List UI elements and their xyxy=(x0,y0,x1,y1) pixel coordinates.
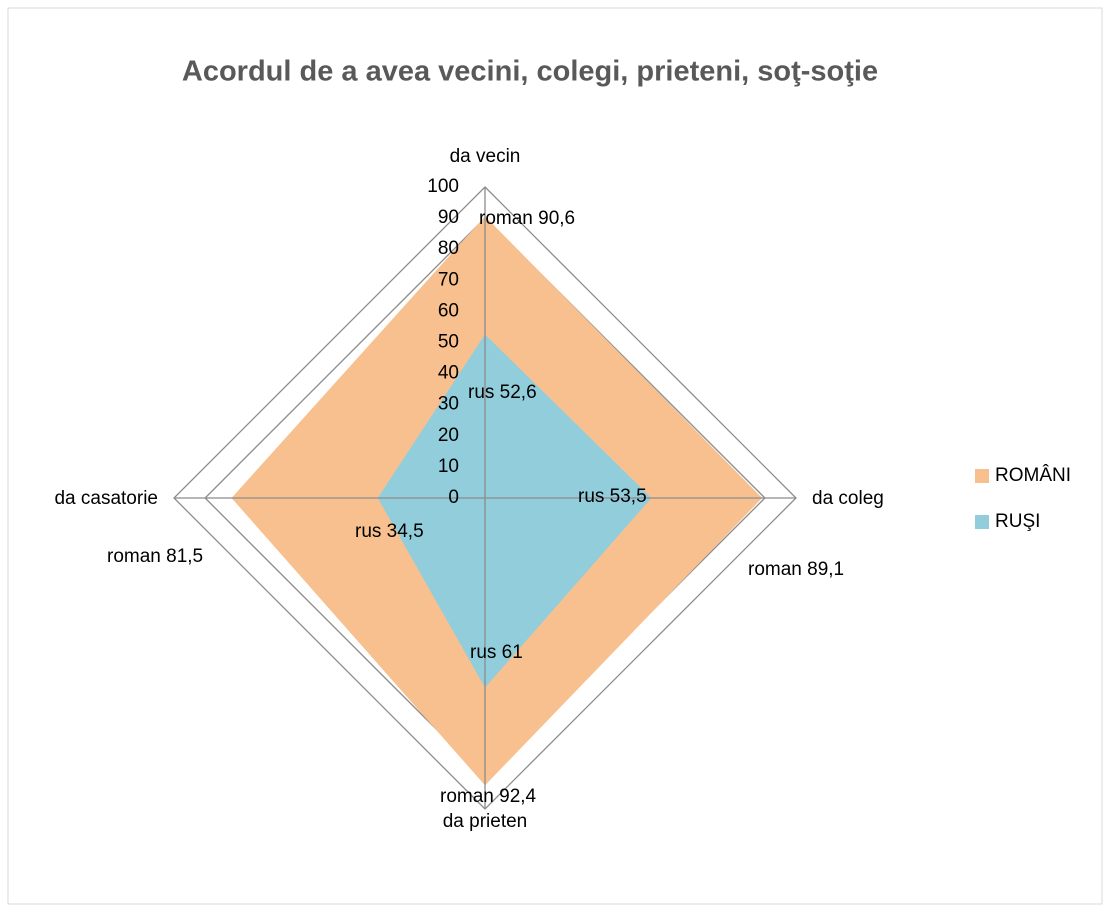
chart-title: Acordul de a avea vecini, colegi, priete… xyxy=(182,56,878,88)
data-label: rus 52,6 xyxy=(468,382,537,403)
y-tick-label: 50 xyxy=(438,332,459,353)
category-label: da coleg xyxy=(812,488,884,509)
y-tick-label: 20 xyxy=(438,425,459,446)
data-label: rus 61 xyxy=(470,642,523,663)
y-tick-label: 70 xyxy=(438,269,459,290)
legend-swatch xyxy=(975,515,989,529)
y-tick-label: 0 xyxy=(448,487,459,508)
data-label: rus 53,5 xyxy=(578,486,647,507)
y-tick-label: 40 xyxy=(438,363,459,384)
data-label: roman 81,5 xyxy=(107,546,203,567)
data-label: roman 89,1 xyxy=(748,559,844,580)
category-label: da casatorie xyxy=(54,488,158,509)
y-tick-label: 80 xyxy=(438,238,459,259)
category-label: da vecin xyxy=(450,146,521,167)
legend-label: RUŞI xyxy=(995,511,1040,532)
legend-swatch xyxy=(975,469,989,483)
data-label: roman 92,4 xyxy=(440,786,537,807)
category-label: da prieten xyxy=(443,811,528,832)
y-tick-label: 100 xyxy=(427,176,459,197)
y-tick-label: 90 xyxy=(438,207,459,228)
data-label: roman 90,6 xyxy=(479,208,575,229)
series-area xyxy=(377,334,652,688)
y-tick-label: 10 xyxy=(438,456,459,477)
y-tick-label: 30 xyxy=(438,394,459,415)
data-label: rus 34,5 xyxy=(355,521,424,542)
legend-label: ROMÂNI xyxy=(995,464,1071,486)
y-tick-label: 60 xyxy=(438,300,459,321)
